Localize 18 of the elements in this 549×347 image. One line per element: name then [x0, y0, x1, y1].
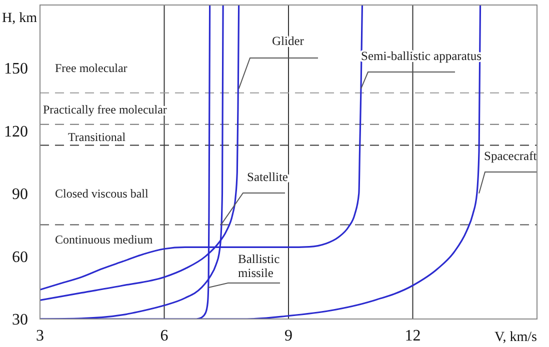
y-axis-title: H, km	[2, 11, 38, 26]
annotation: Transitional	[68, 130, 126, 144]
x-axis-title: V, km/s	[494, 330, 537, 345]
annotation: Free molecular	[55, 60, 128, 75]
text: Ballistic missile	[238, 252, 280, 280]
y-tick-label: 60	[12, 248, 28, 266]
x-tick-label: 9	[284, 327, 292, 344]
x-tick-label: 12	[404, 327, 421, 344]
y-tick-label: 120	[4, 123, 28, 140]
y-tick-label: 150	[4, 60, 28, 78]
x-tick-label: 3	[36, 327, 44, 344]
annotation: Continuous medium	[55, 232, 154, 246]
annotation: Closed viscous ball	[55, 186, 149, 200]
y-tick-label: 30	[12, 312, 28, 329]
series-label: Spacecraft	[484, 149, 538, 163]
series-label: Satellite	[247, 170, 288, 184]
x-tick-label: 6	[160, 327, 168, 344]
y-tick-label: 90	[12, 186, 28, 204]
